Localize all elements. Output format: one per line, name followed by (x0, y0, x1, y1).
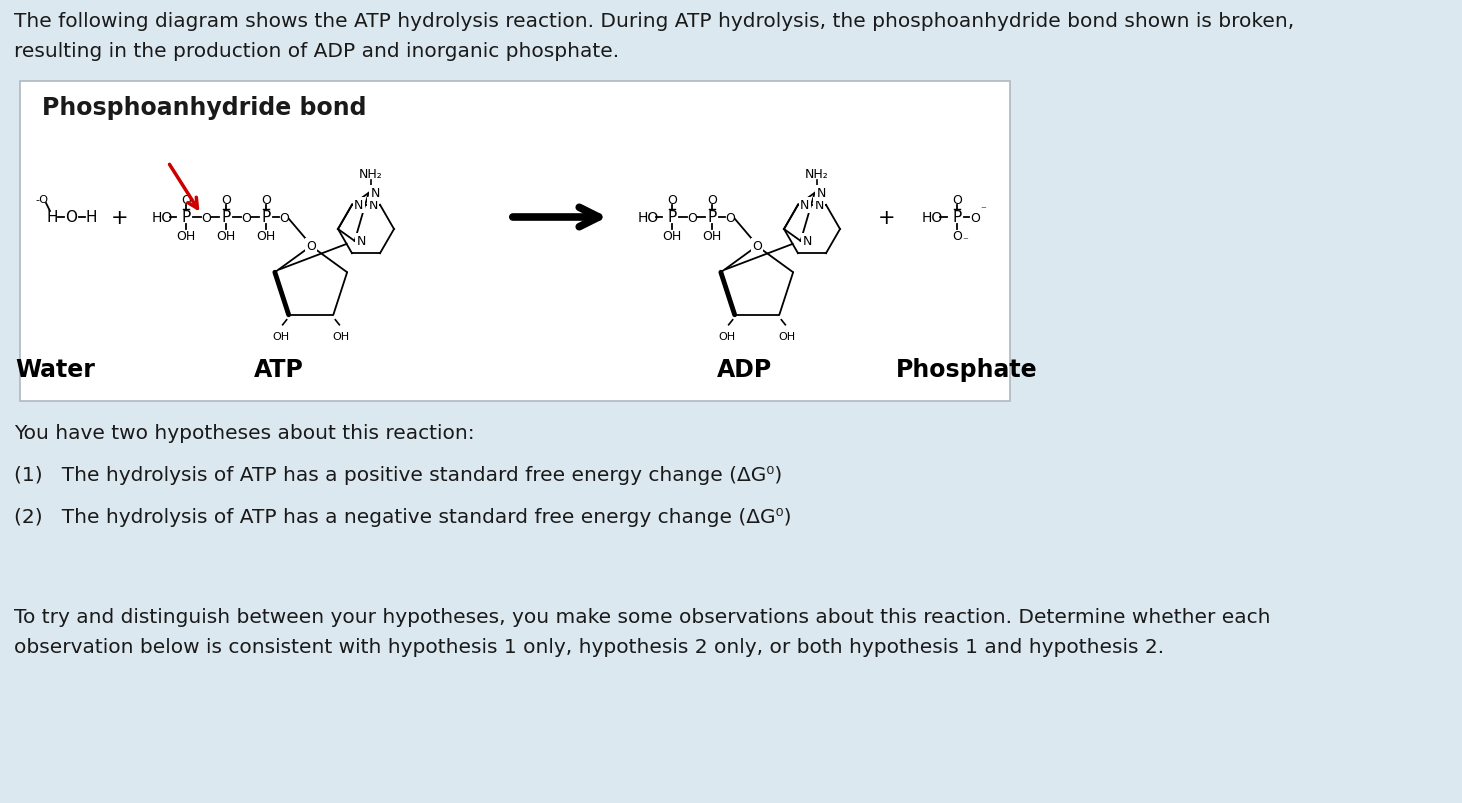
Text: O: O (202, 211, 211, 224)
Text: NH₂: NH₂ (360, 168, 383, 181)
Text: N: N (371, 187, 380, 200)
Text: O: O (241, 211, 251, 224)
Text: OH: OH (216, 229, 235, 243)
Text: P: P (667, 210, 677, 225)
Text: HO: HO (923, 210, 943, 225)
Text: The following diagram shows the ATP hydrolysis reaction. During ATP hydrolysis, : The following diagram shows the ATP hydr… (15, 12, 1294, 31)
Text: Phosphate: Phosphate (896, 357, 1038, 381)
Text: -O: -O (35, 195, 48, 205)
Text: OH: OH (702, 229, 722, 243)
Text: resulting in the production of ADP and inorganic phosphate.: resulting in the production of ADP and i… (15, 42, 618, 61)
Text: P: P (221, 210, 231, 225)
Text: Water: Water (15, 357, 95, 381)
Text: N: N (803, 235, 811, 248)
Text: O: O (262, 194, 270, 207)
Text: P: P (181, 210, 190, 225)
Text: HO: HO (637, 210, 659, 225)
Text: O: O (687, 211, 697, 224)
Text: OH: OH (333, 332, 349, 341)
Text: O: O (306, 240, 316, 253)
Text: OH: OH (718, 332, 735, 341)
Text: ⁻: ⁻ (980, 205, 985, 214)
Text: observation below is consistent with hypothesis 1 only, hypothesis 2 only, or bo: observation below is consistent with hyp… (15, 638, 1164, 656)
Text: ⁻: ⁻ (962, 236, 968, 246)
Text: OH: OH (177, 229, 196, 243)
Text: O: O (952, 229, 962, 243)
Text: O: O (181, 194, 192, 207)
Text: O: O (64, 210, 77, 225)
Text: H: H (85, 210, 96, 225)
Text: P: P (708, 210, 716, 225)
Text: O: O (279, 211, 289, 224)
Text: O: O (952, 194, 962, 207)
Text: ADP: ADP (718, 357, 772, 381)
Text: You have two hypotheses about this reaction:: You have two hypotheses about this react… (15, 423, 475, 442)
Text: (2)   The hydrolysis of ATP has a negative standard free energy change (ΔG⁰): (2) The hydrolysis of ATP has a negative… (15, 507, 791, 526)
Text: N: N (368, 199, 379, 212)
Text: O: O (971, 211, 980, 224)
Text: N: N (354, 199, 364, 212)
Text: O: O (667, 194, 677, 207)
Text: O: O (751, 240, 762, 253)
Text: (1)   The hydrolysis of ATP has a positive standard free energy change (ΔG⁰): (1) The hydrolysis of ATP has a positive… (15, 466, 782, 484)
Text: N: N (800, 199, 810, 212)
Text: N: N (817, 187, 826, 200)
Text: N: N (814, 199, 825, 212)
Text: H: H (47, 210, 58, 225)
Text: To try and distinguish between your hypotheses, you make some observations about: To try and distinguish between your hypo… (15, 607, 1270, 626)
Text: O: O (221, 194, 231, 207)
Text: OH: OH (779, 332, 795, 341)
Text: +: + (879, 208, 896, 228)
Bar (20, 82, 1010, 402)
Text: P: P (262, 210, 270, 225)
Text: N: N (357, 235, 366, 248)
Text: +: + (111, 208, 129, 228)
Text: HO: HO (152, 210, 174, 225)
Text: OH: OH (256, 229, 276, 243)
Text: O: O (725, 211, 735, 224)
Text: O: O (708, 194, 716, 207)
Text: OH: OH (272, 332, 289, 341)
Text: Phosphoanhydride bond: Phosphoanhydride bond (42, 96, 367, 120)
Text: OH: OH (662, 229, 681, 243)
Text: P: P (952, 210, 962, 225)
Text: NH₂: NH₂ (806, 168, 829, 181)
Text: ATP: ATP (254, 357, 304, 381)
